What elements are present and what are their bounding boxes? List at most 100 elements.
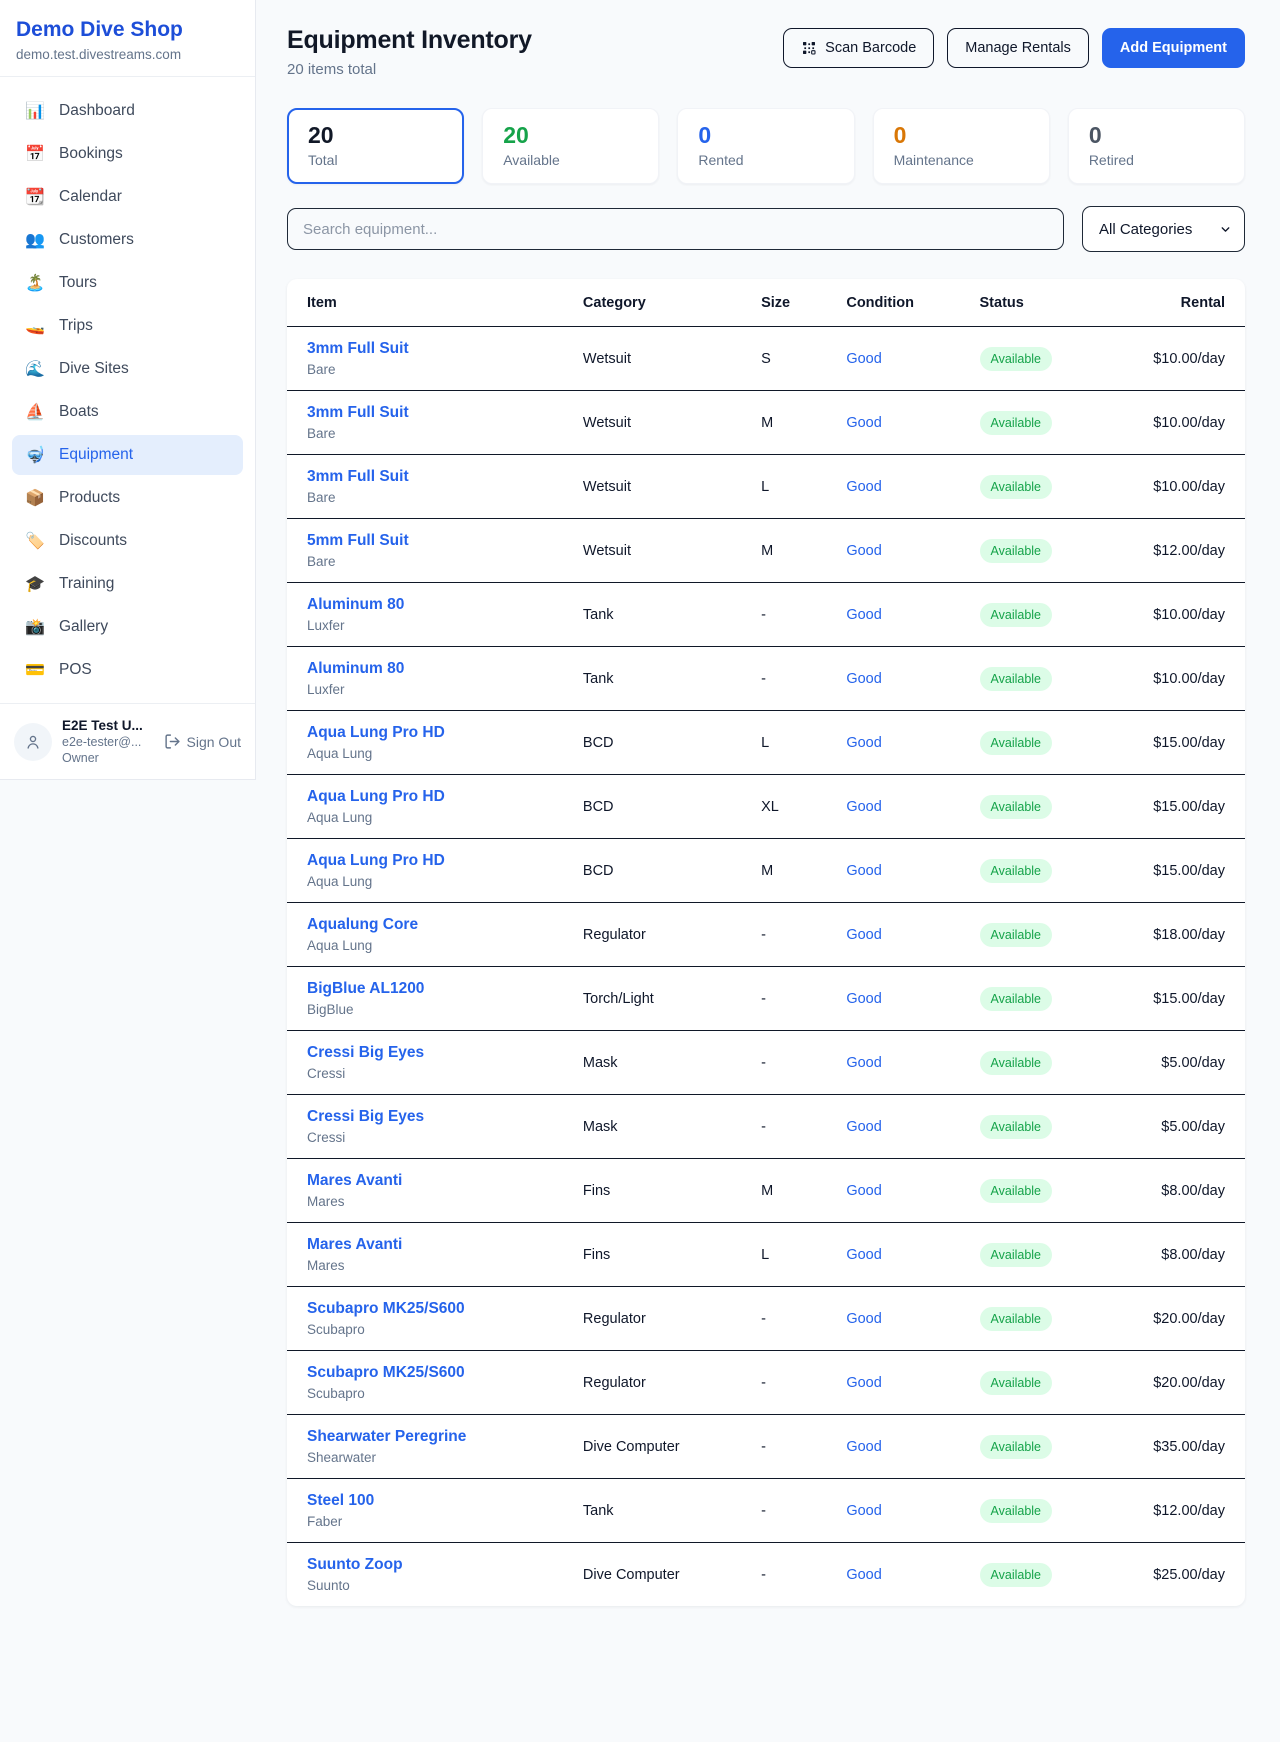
item-name-link[interactable]: Aqualung Core bbox=[307, 916, 419, 933]
training-icon: 🎓 bbox=[25, 576, 45, 593]
sidebar-item-tours[interactable]: 🏝️ Tours bbox=[12, 263, 243, 303]
condition-link[interactable]: Good bbox=[846, 414, 882, 431]
table-row: Aqua Lung Pro HD Aqua Lung BCD XL Good Availa… bbox=[287, 775, 1245, 839]
stat-card-maintenance[interactable]: 0 Maintenance bbox=[872, 108, 1050, 184]
sidebar: Demo Dive Shop demo.test.divestreams.com… bbox=[0, 0, 256, 780]
condition-link[interactable]: Good bbox=[846, 542, 882, 559]
rental-rate: $10.00/day bbox=[1153, 606, 1225, 623]
sidebar-item-pos[interactable]: 💳 POS bbox=[12, 650, 243, 690]
condition-link[interactable]: Good bbox=[846, 350, 882, 367]
condition-link[interactable]: Good bbox=[846, 1182, 882, 1199]
item-name-link[interactable]: Aqua Lung Pro HD bbox=[307, 852, 445, 869]
sidebar-item-discounts[interactable]: 🏷️ Discounts bbox=[12, 521, 243, 561]
item-name-link[interactable]: 3mm Full Suit bbox=[307, 404, 409, 421]
item-name-link[interactable]: 5mm Full Suit bbox=[307, 532, 409, 549]
condition-link[interactable]: Good bbox=[846, 734, 882, 751]
condition-link[interactable]: Good bbox=[846, 670, 882, 687]
sidebar-item-calendar[interactable]: 📆 Calendar bbox=[12, 177, 243, 217]
add-equipment-button[interactable]: Add Equipment bbox=[1101, 28, 1245, 68]
brand-name[interactable]: Demo Dive Shop bbox=[16, 18, 183, 41]
sidebar-item-customers[interactable]: 👥 Customers bbox=[12, 220, 243, 260]
rental-rate: $20.00/day bbox=[1153, 1374, 1225, 1391]
item-brand: Shearwater bbox=[307, 1450, 377, 1465]
item-name-link[interactable]: Aqua Lung Pro HD bbox=[307, 724, 445, 741]
item-name-link[interactable]: Mares Avanti bbox=[307, 1236, 403, 1253]
table-row: Shearwater Peregrine Shearwater Dive Compu… bbox=[287, 1415, 1245, 1479]
condition-link[interactable]: Good bbox=[846, 478, 882, 495]
page-title: Equipment Inventory bbox=[287, 26, 532, 54]
rental-rate: $12.00/day bbox=[1153, 1502, 1225, 1519]
scan-barcode-button[interactable]: Scan Barcode bbox=[783, 28, 935, 68]
table-row: Suunto Zoop Suunto Dive Computer - Good Avail… bbox=[287, 1543, 1245, 1607]
sidebar-item-products[interactable]: 📦 Products bbox=[12, 478, 243, 518]
item-name-link[interactable]: Aluminum 80 bbox=[307, 660, 405, 677]
item-size: - bbox=[761, 606, 766, 623]
rental-rate: $15.00/day bbox=[1153, 862, 1225, 879]
status-badge: Available bbox=[979, 602, 1053, 627]
item-name-link[interactable]: Steel 100 bbox=[307, 1492, 375, 1509]
table-row: Scubapro MK25/S600 Scubapro Regulator - Good… bbox=[287, 1351, 1245, 1415]
condition-link[interactable]: Good bbox=[846, 990, 882, 1007]
condition-link[interactable]: Good bbox=[846, 1374, 882, 1391]
stat-card-rented[interactable]: 0 Rented bbox=[677, 108, 855, 184]
condition-link[interactable]: Good bbox=[846, 1246, 882, 1263]
manage-rentals-button[interactable]: Manage Rentals bbox=[947, 28, 1089, 68]
condition-link[interactable]: Good bbox=[846, 606, 882, 623]
item-name-link[interactable]: Suunto Zoop bbox=[307, 1556, 403, 1573]
stat-card-retired[interactable]: 0 Retired bbox=[1067, 108, 1246, 184]
item-category: Torch/Light bbox=[582, 990, 654, 1007]
rental-rate: $5.00/day bbox=[1161, 1118, 1225, 1135]
category-select[interactable]: All Categories bbox=[1082, 206, 1245, 252]
condition-link[interactable]: Good bbox=[846, 1310, 882, 1327]
customers-icon: 👥 bbox=[25, 232, 45, 249]
condition-link[interactable]: Good bbox=[846, 926, 882, 943]
item-name-link[interactable]: 3mm Full Suit bbox=[307, 468, 409, 485]
item-brand: Aqua Lung bbox=[307, 746, 373, 761]
sidebar-item-bookings[interactable]: 📅 Bookings bbox=[12, 134, 243, 174]
sign-out-button[interactable]: Sign Out bbox=[164, 733, 241, 750]
item-name-link[interactable]: Aqua Lung Pro HD bbox=[307, 788, 445, 805]
item-name-link[interactable]: 3mm Full Suit bbox=[307, 340, 409, 357]
sidebar-item-gallery[interactable]: 📸 Gallery bbox=[12, 607, 243, 647]
rental-rate: $15.00/day bbox=[1153, 734, 1225, 751]
sidebar-item-label: POS bbox=[59, 661, 92, 678]
table-row: Mares Avanti Mares Fins M Good Available $8.00… bbox=[287, 1159, 1245, 1223]
condition-link[interactable]: Good bbox=[846, 862, 882, 879]
stat-label: Rented bbox=[698, 152, 744, 168]
sidebar-item-trips[interactable]: 🚤 Trips bbox=[12, 306, 243, 346]
item-name-link[interactable]: Mares Avanti bbox=[307, 1172, 403, 1189]
stat-card-available[interactable]: 20 Available bbox=[482, 108, 660, 184]
item-name-link[interactable]: Shearwater Peregrine bbox=[307, 1428, 467, 1445]
condition-link[interactable]: Good bbox=[846, 1438, 882, 1455]
sidebar-item-boats[interactable]: ⛵ Boats bbox=[12, 392, 243, 432]
item-size: M bbox=[761, 1182, 774, 1199]
status-badge: Available bbox=[979, 410, 1053, 435]
item-brand: Cressi bbox=[307, 1130, 346, 1145]
sidebar-item-dive-sites[interactable]: 🌊 Dive Sites bbox=[12, 349, 243, 389]
item-name-link[interactable]: Scubapro MK25/S600 bbox=[307, 1300, 465, 1317]
item-name-link[interactable]: Cressi Big Eyes bbox=[307, 1108, 425, 1125]
item-name-link[interactable]: Cressi Big Eyes bbox=[307, 1044, 425, 1061]
stat-card-total[interactable]: 20 Total bbox=[287, 108, 465, 184]
condition-link[interactable]: Good bbox=[846, 1566, 882, 1583]
sidebar-item-training[interactable]: 🎓 Training bbox=[12, 564, 243, 604]
search-input[interactable] bbox=[287, 208, 1064, 250]
item-size: L bbox=[761, 478, 770, 495]
condition-link[interactable]: Good bbox=[846, 1118, 882, 1135]
condition-link[interactable]: Good bbox=[846, 1054, 882, 1071]
table-row: 3mm Full Suit Bare Wetsuit L Good Available $1… bbox=[287, 455, 1245, 519]
item-name-link[interactable]: BigBlue AL1200 bbox=[307, 980, 425, 997]
condition-link[interactable]: Good bbox=[846, 1502, 882, 1519]
item-brand: Scubapro bbox=[307, 1322, 365, 1337]
user-icon bbox=[27, 735, 39, 749]
item-name-link[interactable]: Aluminum 80 bbox=[307, 596, 405, 613]
sidebar-item-dashboard[interactable]: 📊 Dashboard bbox=[12, 91, 243, 131]
sidebar-item-equipment[interactable]: 🤿 Equipment bbox=[12, 435, 243, 475]
stat-value: 0 bbox=[893, 122, 907, 148]
condition-link[interactable]: Good bbox=[846, 798, 882, 815]
filter-row: All Categories bbox=[287, 206, 1245, 252]
user-name: E2E Test U... bbox=[62, 718, 143, 733]
item-category: BCD bbox=[582, 798, 614, 815]
item-name-link[interactable]: Scubapro MK25/S600 bbox=[307, 1364, 465, 1381]
item-brand: Luxfer bbox=[307, 618, 345, 633]
